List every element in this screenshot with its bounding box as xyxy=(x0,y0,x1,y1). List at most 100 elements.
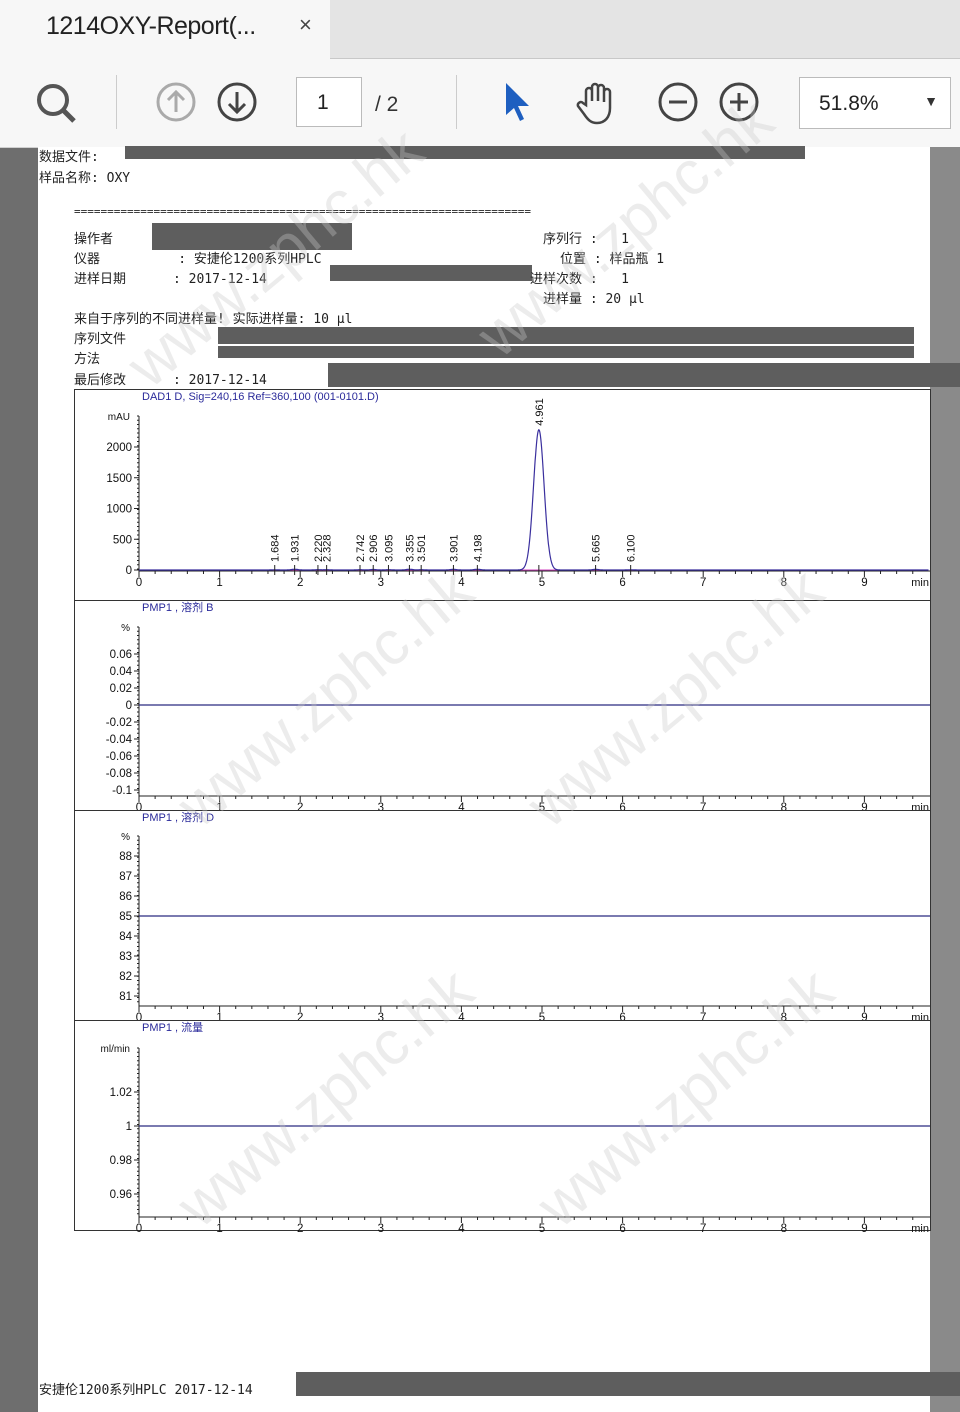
x-tick-label: 7 xyxy=(700,577,706,589)
y-tick-label: 84 xyxy=(119,931,132,943)
watermark: www.zphc.hk xyxy=(514,555,837,842)
x-tick-label: 8 xyxy=(781,577,787,589)
x-tick-label: 1 xyxy=(216,802,222,814)
peak-label: 3.901 xyxy=(448,534,460,562)
redaction xyxy=(218,327,914,344)
last-modified: 最后修改 : 2017-12-14 xyxy=(74,373,267,388)
x-tick-label: 5 xyxy=(539,802,545,814)
x-tick-label: 6 xyxy=(619,577,625,589)
x-tick-label: 1 xyxy=(216,1223,222,1235)
peak-label: 4.198 xyxy=(472,534,484,562)
watermark: www.zphc.hk xyxy=(464,85,787,372)
x-tick-label: 4 xyxy=(458,1012,465,1024)
x-tick-label: 5 xyxy=(539,577,545,589)
injection-date: 进样日期 : 2017-12-14 xyxy=(74,272,267,287)
next-page-icon[interactable] xyxy=(216,81,260,125)
y-tick-label: 86 xyxy=(119,891,132,903)
y-tick-label: 83 xyxy=(119,951,132,963)
x-tick-label: 0 xyxy=(136,577,142,589)
page-number-input[interactable]: 1 xyxy=(296,77,362,127)
x-axis-unit: min xyxy=(911,1223,929,1235)
y-axis-unit: % xyxy=(121,832,130,843)
y-tick-label: 1.02 xyxy=(110,1087,132,1099)
x-tick-label: 9 xyxy=(861,577,867,589)
y-tick-label: 1500 xyxy=(106,473,132,485)
x-tick-label: 5 xyxy=(539,1223,545,1235)
x-tick-label: 0 xyxy=(136,1223,142,1235)
x-tick-label: 2 xyxy=(297,1012,303,1024)
y-tick-label: -0.06 xyxy=(106,751,132,763)
x-tick-label: 2 xyxy=(297,1223,303,1235)
peak-label: 3.355 xyxy=(404,534,416,562)
redaction xyxy=(296,1372,960,1396)
scrollbar[interactable] xyxy=(930,147,960,1412)
y-tick-label: 0.04 xyxy=(110,666,133,678)
x-tick-label: 9 xyxy=(861,1012,867,1024)
document-tab[interactable]: 1214OXY-Report(... × xyxy=(0,0,330,59)
hand-tool-icon[interactable] xyxy=(574,79,622,127)
y-tick-label: 82 xyxy=(119,971,132,983)
instrument: 仪器 : 安捷伦1200系列HPLC xyxy=(74,252,322,267)
x-tick-label: 1 xyxy=(216,1012,222,1024)
toolbar: 1 / 2 51.8% ▼ xyxy=(0,59,960,148)
y-tick-label: 1 xyxy=(126,1121,132,1133)
chart-panel xyxy=(74,1020,931,1231)
x-tick-label: 4 xyxy=(458,802,465,814)
divider xyxy=(116,75,117,129)
peak-label: 3.095 xyxy=(383,534,395,562)
chart-title: PMP1 , 溶剂 B xyxy=(142,600,214,614)
method-label: 方法 xyxy=(74,352,101,367)
x-tick-label: 2 xyxy=(297,577,303,589)
x-tick-label: 0 xyxy=(136,1012,142,1024)
x-tick-label: 8 xyxy=(781,802,787,814)
zoom-select[interactable]: 51.8% ▼ xyxy=(799,77,951,129)
y-tick-label: 2000 xyxy=(106,442,132,454)
chevron-down-icon: ▼ xyxy=(924,93,938,109)
peak-label: 1.684 xyxy=(270,534,282,562)
y-tick-label: 88 xyxy=(119,851,132,863)
x-tick-label: 7 xyxy=(700,802,706,814)
x-tick-label: 7 xyxy=(700,1223,706,1235)
chart-title: PMP1 , 溶剂 D xyxy=(142,810,214,824)
vial-position: 位置 : 样品瓶 1 xyxy=(560,252,665,267)
close-tab-icon[interactable]: × xyxy=(299,12,312,37)
y-tick-label: 0.06 xyxy=(110,649,132,661)
tab-bar: 1214OXY-Report(... × xyxy=(0,0,960,59)
peak-label: 5.665 xyxy=(591,534,603,562)
x-axis-unit: min xyxy=(911,1012,929,1024)
y-tick-label: 0 xyxy=(126,700,132,712)
y-tick-label: -0.02 xyxy=(106,717,132,729)
peak-label: 2.328 xyxy=(322,534,334,562)
x-tick-label: 9 xyxy=(861,802,867,814)
y-axis-unit: ml/min xyxy=(101,1044,130,1055)
search-icon[interactable] xyxy=(34,81,78,125)
peak-label: 6.100 xyxy=(626,534,638,562)
x-tick-label: 5 xyxy=(539,1012,545,1024)
data-file-label: 数据文件: xyxy=(39,150,99,165)
y-tick-label: 1000 xyxy=(106,504,132,516)
x-tick-label: 0 xyxy=(136,802,142,814)
sample-name: 样品名称: OXY xyxy=(39,171,131,186)
x-tick-label: 6 xyxy=(619,802,625,814)
x-axis-unit: min xyxy=(911,802,929,814)
zoom-in-icon[interactable] xyxy=(718,81,762,125)
divider-line: ========================================… xyxy=(74,205,531,218)
x-tick-label: 3 xyxy=(378,802,384,814)
peak-label: 3.501 xyxy=(416,534,428,562)
zoom-out-icon[interactable] xyxy=(657,81,701,125)
previous-page-icon[interactable] xyxy=(155,81,199,125)
y-tick-label: 87 xyxy=(119,871,132,883)
peak-label: 2.742 xyxy=(355,534,367,562)
divider xyxy=(456,75,457,129)
injection-volume: 进样量 : 20 µl xyxy=(543,292,645,307)
x-tick-label: 3 xyxy=(378,1223,384,1235)
watermark: www.zphc.hk xyxy=(114,115,437,402)
x-tick-label: 7 xyxy=(700,1012,706,1024)
redaction xyxy=(328,363,960,387)
peak-label: 4.961 xyxy=(534,398,546,426)
y-tick-label: 0.98 xyxy=(110,1155,132,1167)
y-tick-label: 500 xyxy=(113,534,132,546)
watermark: www.zphc.hk xyxy=(164,955,487,1242)
select-cursor-icon[interactable] xyxy=(502,81,534,125)
